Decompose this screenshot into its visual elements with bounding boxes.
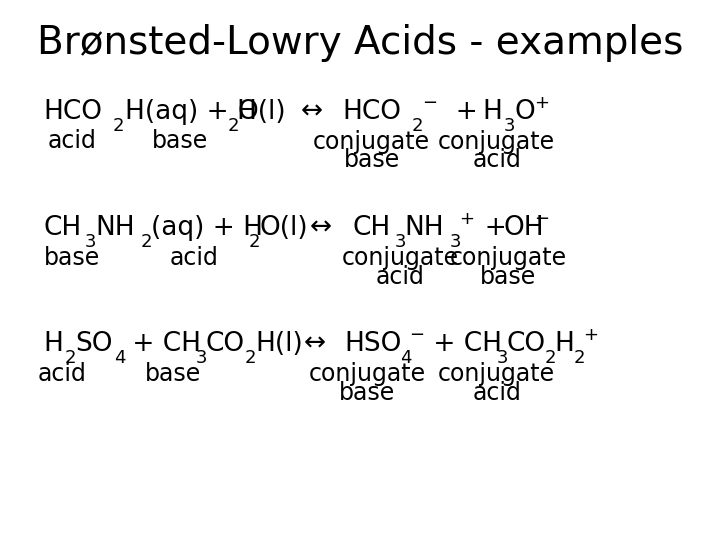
Text: +: + xyxy=(583,326,598,344)
Text: + CH: + CH xyxy=(124,331,201,357)
Text: acid: acid xyxy=(37,362,86,386)
Text: conjugate: conjugate xyxy=(309,362,426,386)
Text: base: base xyxy=(343,148,400,172)
Text: acid: acid xyxy=(472,381,521,404)
Text: H: H xyxy=(43,331,63,357)
Text: base: base xyxy=(339,381,395,404)
Text: SO: SO xyxy=(75,331,112,357)
Text: CO: CO xyxy=(206,331,245,357)
Text: CH: CH xyxy=(353,215,391,241)
Text: 3: 3 xyxy=(504,117,516,134)
Text: 3: 3 xyxy=(196,349,207,367)
Text: NH: NH xyxy=(405,215,444,241)
Text: H: H xyxy=(482,99,503,125)
Text: (aq) + H: (aq) + H xyxy=(151,215,264,241)
Text: +: + xyxy=(459,210,474,228)
Text: 2: 2 xyxy=(228,117,239,134)
Text: NH: NH xyxy=(95,215,135,241)
Text: 2: 2 xyxy=(65,349,76,367)
Text: acid: acid xyxy=(472,148,521,172)
Text: CH: CH xyxy=(43,215,81,241)
Text: 3: 3 xyxy=(85,233,96,251)
Text: 2: 2 xyxy=(544,349,556,367)
Text: conjugate: conjugate xyxy=(438,130,555,153)
Text: HCO: HCO xyxy=(43,99,102,125)
Text: ↔: ↔ xyxy=(304,331,326,357)
Text: CO: CO xyxy=(507,331,546,357)
Text: ↔: ↔ xyxy=(310,215,332,241)
Text: conjugate: conjugate xyxy=(313,130,430,153)
Text: 3: 3 xyxy=(395,233,406,251)
Text: O(l): O(l) xyxy=(238,99,287,125)
Text: 2: 2 xyxy=(113,117,125,134)
Text: H: H xyxy=(554,331,575,357)
Text: 2: 2 xyxy=(141,233,153,251)
Text: base: base xyxy=(145,362,201,386)
Text: 2: 2 xyxy=(249,233,261,251)
Text: conjugate: conjugate xyxy=(342,246,459,269)
Text: Brønsted-Lowry Acids - examples: Brønsted-Lowry Acids - examples xyxy=(37,24,683,62)
Text: 2: 2 xyxy=(245,349,256,367)
Text: 2: 2 xyxy=(574,349,585,367)
Text: 3: 3 xyxy=(497,349,508,367)
Text: base: base xyxy=(480,265,536,288)
Text: +: + xyxy=(468,215,507,241)
Text: + CH: + CH xyxy=(425,331,502,357)
Text: HCO: HCO xyxy=(342,99,401,125)
Text: −: − xyxy=(534,210,549,228)
Text: conjugate: conjugate xyxy=(438,362,555,386)
Text: HSO: HSO xyxy=(344,331,402,357)
Text: 4: 4 xyxy=(114,349,125,367)
Text: H(aq) + H: H(aq) + H xyxy=(125,99,257,125)
Text: O: O xyxy=(514,99,535,125)
Text: O(l): O(l) xyxy=(259,215,308,241)
Text: H(l): H(l) xyxy=(255,331,302,357)
Text: ↔: ↔ xyxy=(301,99,323,125)
Text: +: + xyxy=(534,94,549,112)
Text: acid: acid xyxy=(170,246,219,269)
Text: conjugate: conjugate xyxy=(450,246,567,269)
Text: 3: 3 xyxy=(450,233,462,251)
Text: base: base xyxy=(44,246,100,269)
Text: OH: OH xyxy=(504,215,544,241)
Text: −: − xyxy=(422,94,437,112)
Text: 4: 4 xyxy=(400,349,411,367)
Text: acid: acid xyxy=(376,265,425,288)
Text: −: − xyxy=(409,326,424,344)
Text: base: base xyxy=(152,130,208,153)
Text: +: + xyxy=(439,99,478,125)
Text: 2: 2 xyxy=(412,117,423,134)
Text: acid: acid xyxy=(48,130,96,153)
